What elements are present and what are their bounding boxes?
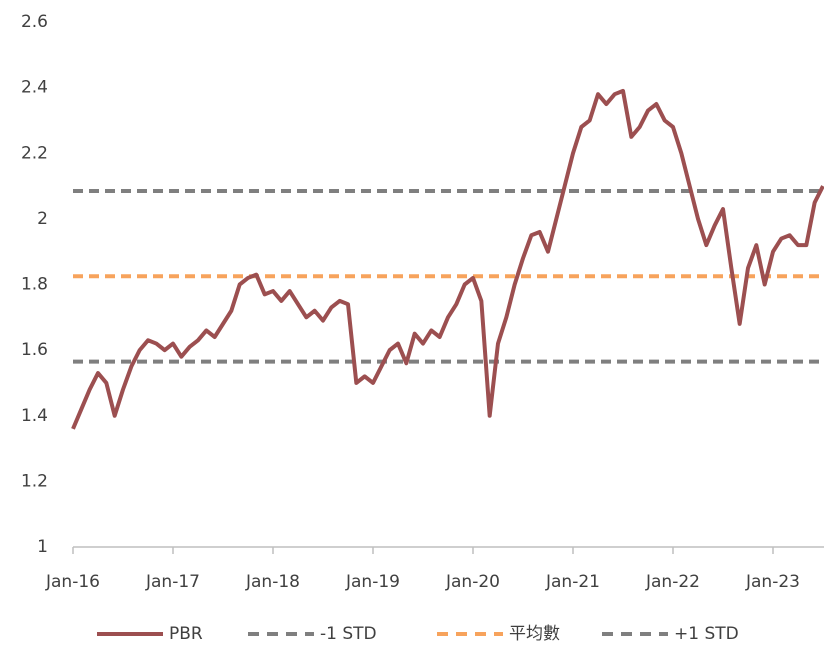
y-tick-label: 2	[37, 209, 48, 229]
y-tick-label: 2.4	[21, 78, 48, 98]
y-tick-label: 1.6	[21, 340, 48, 360]
y-tick-label: 1.2	[21, 471, 48, 491]
x-tick-label: Jan-20	[445, 572, 500, 592]
x-tick-label: Jan-18	[245, 572, 300, 592]
x-tick-label: Jan-21	[545, 572, 600, 592]
legend-label: 平均數	[509, 624, 560, 644]
y-tick-label: 2.6	[21, 12, 48, 32]
legend-label: PBR	[169, 624, 203, 644]
x-tick-label: Jan-17	[145, 572, 200, 592]
x-tick-label: Jan-16	[45, 572, 100, 592]
y-tick-label: 1.4	[21, 406, 48, 426]
legend-label: -1 STD	[320, 624, 377, 644]
pbr-line	[71, 88, 824, 430]
y-tick-label: 1	[37, 537, 48, 557]
legend-label: +1 STD	[674, 624, 739, 644]
x-tick-label: Jan-19	[345, 572, 400, 592]
x-tick-label: Jan-22	[645, 572, 700, 592]
y-tick-label: 2.2	[21, 143, 48, 163]
x-tick-label: Jan-23	[745, 572, 800, 592]
y-tick-label: 1.8	[21, 275, 48, 295]
